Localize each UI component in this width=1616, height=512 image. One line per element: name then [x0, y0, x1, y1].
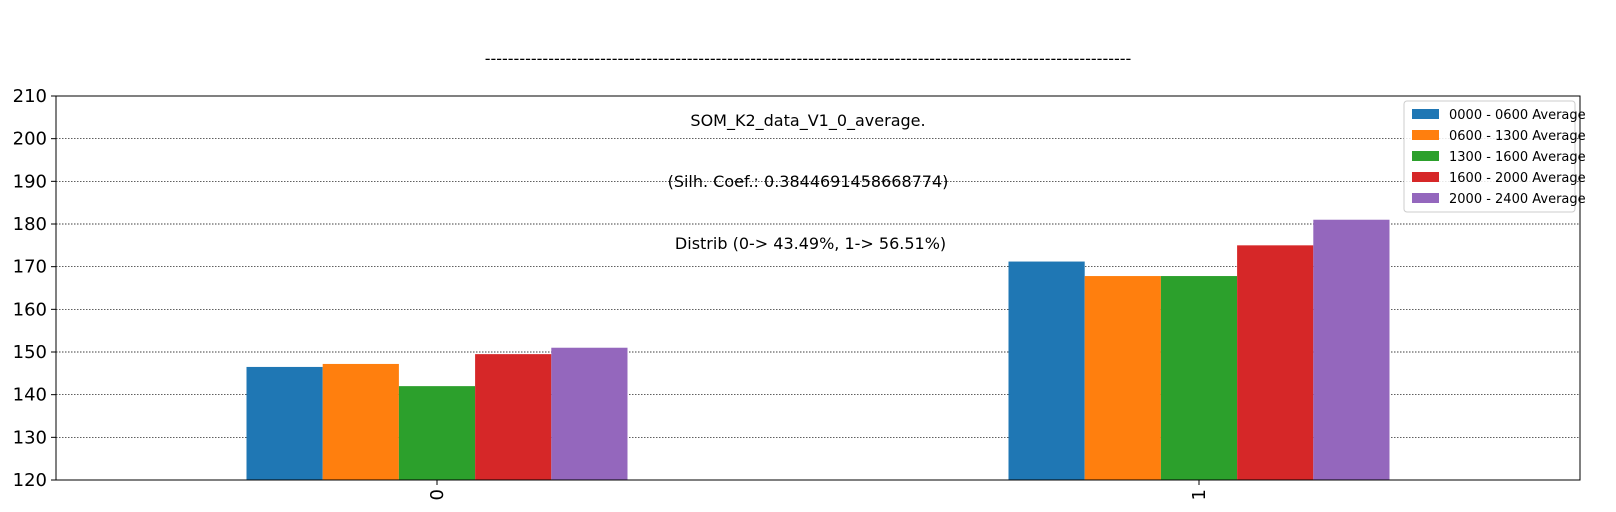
legend-label-0: 0000 - 0600 Average	[1449, 108, 1586, 123]
legend-label-3: 1600 - 2000 Average	[1449, 171, 1586, 186]
bar-0-series-3	[475, 354, 552, 480]
bar-1-series-0	[1008, 261, 1085, 480]
bar-1-series-4	[1313, 219, 1390, 480]
chart-title: ----------------------------------------…	[0, 8, 1616, 275]
plot-frame	[55, 95, 1581, 481]
title-line-name: SOM_K2_data_V1_0_average.	[690, 110, 926, 130]
legend-label-2: 1300 - 1600 Average	[1449, 150, 1586, 165]
bar-1-series-1	[1084, 276, 1161, 480]
bar-0-series-0	[246, 366, 323, 480]
bar-1-series-2	[1160, 276, 1238, 480]
y-tick-label: 170	[13, 257, 47, 278]
y-tick-label: 200	[13, 129, 47, 150]
y-tick-label: 180	[13, 214, 47, 235]
title-line-silhouette: (Silh. Coef.: 0.3844691458668774)	[667, 172, 949, 191]
legend-label-1: 0600 - 1300 Average	[1449, 129, 1586, 144]
title-line-dashes: ----------------------------------------…	[484, 49, 1132, 68]
legend-swatch-1	[1412, 130, 1439, 140]
bar-1-series-3	[1237, 245, 1314, 480]
y-tick-label: 140	[13, 385, 47, 406]
legend-swatch-2	[1412, 151, 1439, 161]
y-tick-label: 150	[13, 342, 47, 363]
legend-label-4: 2000 - 2400 Average	[1449, 192, 1586, 207]
bar-0-series-4	[551, 347, 628, 480]
y-tick-label: 120	[13, 470, 47, 491]
legend-swatch-0	[1412, 109, 1439, 119]
bar-0-series-2	[398, 386, 476, 480]
y-tick-label: 130	[13, 427, 47, 448]
y-tick-label: 160	[13, 299, 47, 320]
y-tick-label: 190	[13, 171, 47, 192]
x-tick-label: 0	[427, 489, 448, 500]
title-line-distribution: Distrib (0-> 43.49%, 1-> 56.51%)	[669, 233, 947, 253]
legend-swatch-3	[1412, 172, 1439, 182]
bar-0-series-1	[322, 363, 399, 480]
legend-box	[1403, 100, 1576, 213]
x-tick-label: 1	[1189, 489, 1210, 500]
y-tick-label: 210	[13, 86, 47, 107]
legend-swatch-4	[1412, 193, 1439, 203]
